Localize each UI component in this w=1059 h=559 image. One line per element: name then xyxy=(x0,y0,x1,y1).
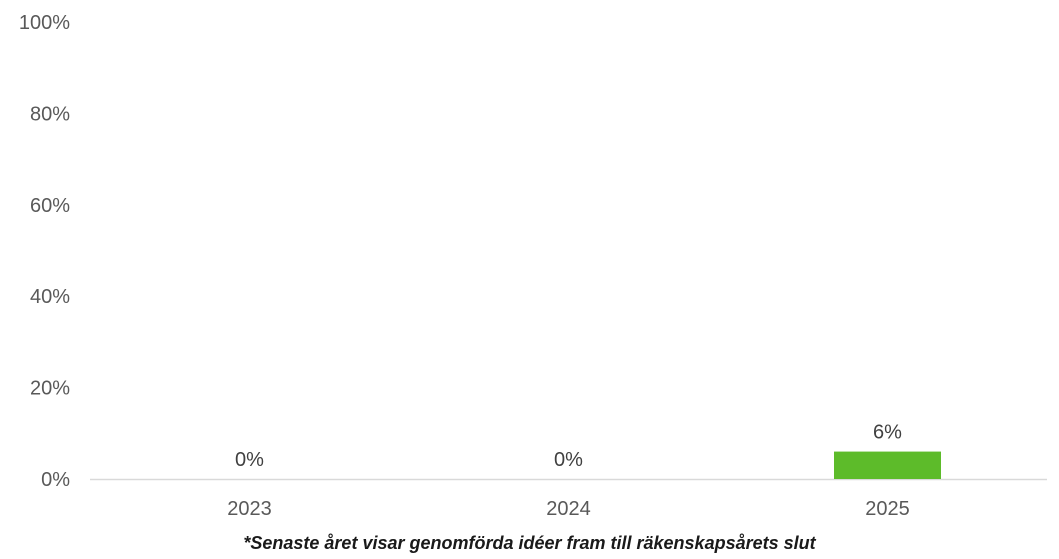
y-tick-label: 60% xyxy=(30,195,70,217)
data-label-2023: 0% xyxy=(235,449,264,471)
y-tick-label: 100% xyxy=(19,12,70,34)
y-tick-label: 0% xyxy=(41,469,70,491)
chart-footnote: *Senaste året visar genomförda idéer fra… xyxy=(243,533,816,553)
y-axis-labels: 0% 20% 40% 60% 80% 100% xyxy=(19,12,70,491)
y-tick-label: 20% xyxy=(30,378,70,400)
y-tick-label: 40% xyxy=(30,286,70,308)
data-label-2024: 0% xyxy=(554,449,583,471)
x-axis-labels: 2023 2024 2025 xyxy=(227,498,910,520)
x-tick-label-2023: 2023 xyxy=(227,498,272,520)
data-label-2025: 6% xyxy=(873,422,902,444)
x-tick-label-2024: 2024 xyxy=(546,498,591,520)
bars xyxy=(834,451,941,479)
x-tick-label-2025: 2025 xyxy=(865,498,910,520)
data-labels: 0% 0% 6% xyxy=(235,422,902,471)
y-tick-label: 80% xyxy=(30,103,70,125)
bar-chart: 0% 20% 40% 60% 80% 100% 0% 0% 6% 2023 2024 2025 xyxy=(19,12,1047,520)
bar-2025 xyxy=(834,451,941,479)
